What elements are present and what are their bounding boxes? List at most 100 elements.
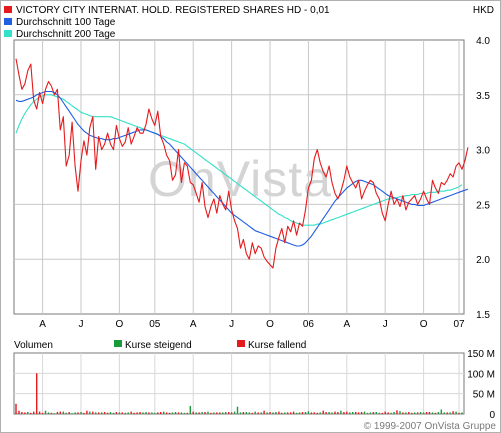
price-series-group bbox=[15, 58, 469, 269]
volume-bar-falling bbox=[357, 412, 360, 414]
volume-bar-rising bbox=[47, 412, 50, 414]
volume-bar-falling bbox=[56, 412, 59, 414]
x-tick-label: J bbox=[78, 319, 83, 330]
volume-bar-falling bbox=[428, 412, 431, 414]
volume-bar-rising bbox=[189, 405, 191, 414]
volume-bar-falling bbox=[301, 412, 304, 414]
price-grid bbox=[14, 40, 464, 314]
volume-bar-rising bbox=[340, 410, 342, 414]
volume-bar-falling bbox=[242, 412, 245, 414]
volume-bar-rising bbox=[174, 412, 177, 414]
volume-tick-label: 50 M bbox=[473, 390, 495, 401]
volume-bar-rising bbox=[44, 410, 47, 414]
volume-bar-falling bbox=[337, 412, 339, 414]
volume-bar-rising bbox=[369, 412, 372, 414]
volume-bar-rising bbox=[89, 411, 91, 414]
volume-bar-falling bbox=[210, 412, 212, 414]
volume-bar-falling bbox=[396, 410, 398, 414]
x-tick-label: 07 bbox=[453, 319, 465, 330]
legend-label-price: VICTORY CITY INTERNAT. HOLD. REGISTERED … bbox=[16, 5, 330, 16]
volume-bar-falling bbox=[292, 411, 295, 414]
volume-tick-label: 150 M bbox=[467, 349, 495, 360]
volume-bar-falling bbox=[77, 412, 79, 414]
volume-bar-falling bbox=[41, 412, 44, 414]
volume-y-axis: 0 50 M 100 M 150 M bbox=[467, 349, 495, 421]
volume-legend-rising: Kurse steigend bbox=[125, 340, 192, 351]
volume-bar-falling bbox=[198, 412, 200, 414]
volume-bar-falling bbox=[92, 411, 94, 414]
volume-bar-rising bbox=[62, 411, 64, 414]
volume-bar-rising bbox=[319, 412, 321, 414]
volume-bar-rising bbox=[163, 411, 165, 414]
volume-bar-rising bbox=[254, 411, 256, 414]
volume-bar-falling bbox=[98, 412, 100, 414]
volume-bar-falling bbox=[38, 411, 41, 414]
volume-bar-rising bbox=[183, 412, 186, 414]
x-tick-label: O bbox=[420, 319, 428, 330]
volume-bar-rising bbox=[27, 412, 29, 414]
volume-bar-rising bbox=[455, 411, 457, 414]
legend-swatch-ma100 bbox=[4, 18, 12, 25]
price-tick-label: 4.0 bbox=[476, 36, 490, 47]
volume-tick-label: 0 bbox=[489, 410, 495, 421]
volume-bar-rising bbox=[422, 412, 425, 414]
legend-label-ma200: Durchschnitt 200 Tage bbox=[16, 29, 116, 40]
volume-bar-falling bbox=[68, 412, 70, 414]
volume-bar-rising bbox=[363, 411, 366, 414]
volume-bar-falling bbox=[165, 412, 168, 414]
volume-bar-falling bbox=[139, 412, 141, 414]
price-tick-label: 2.0 bbox=[476, 255, 490, 266]
volume-bar-falling bbox=[204, 412, 206, 414]
volume-bar-falling bbox=[133, 412, 135, 414]
x-tick-label: 05 bbox=[149, 319, 161, 330]
x-tick-label: O bbox=[115, 319, 123, 330]
volume-bar-falling bbox=[192, 411, 194, 414]
volume-bar-falling bbox=[21, 412, 23, 414]
price-tick-label: 3.0 bbox=[476, 146, 490, 157]
volume-bar-rising bbox=[414, 412, 416, 414]
volume-bar-falling bbox=[216, 412, 218, 414]
volume-bar-rising bbox=[284, 412, 286, 414]
copyright: © 1999-2007 OnVista Gruppe bbox=[364, 421, 497, 432]
volume-bar-rising bbox=[127, 412, 129, 414]
volume-bar-falling bbox=[310, 412, 313, 414]
volume-grid bbox=[14, 353, 464, 414]
volume-bar-rising bbox=[225, 412, 227, 414]
volume-bar-rising bbox=[101, 412, 103, 414]
volume-bar-falling bbox=[59, 411, 61, 414]
volume-plot-area bbox=[13, 352, 465, 415]
volume-header: Volumen Kurse steigend Kurse fallend bbox=[14, 340, 306, 351]
volume-bar-falling bbox=[434, 412, 437, 414]
volume-bar-rising bbox=[431, 412, 434, 414]
volume-bar-falling bbox=[355, 412, 357, 414]
volume-bar-falling bbox=[160, 412, 162, 414]
volume-legend-swatch-falling bbox=[237, 340, 245, 347]
legend-swatch-price bbox=[4, 6, 12, 13]
x-axis: A J O 05 A J O 06 A J O 07 bbox=[39, 319, 465, 330]
x-tick-label: J bbox=[229, 319, 234, 330]
volume-bar-rising bbox=[449, 412, 451, 414]
watermark: OnVista bbox=[148, 151, 332, 207]
volume-bar-falling bbox=[130, 411, 132, 414]
volume-tick-label: 100 M bbox=[467, 369, 495, 380]
volume-bars bbox=[15, 373, 463, 414]
volume-bar-rising bbox=[124, 412, 126, 414]
x-tick-label: A bbox=[39, 319, 46, 330]
volume-legend-swatch-rising bbox=[114, 340, 122, 347]
volume-bar-rising bbox=[213, 412, 215, 414]
volume-bar-rising bbox=[378, 412, 380, 414]
volume-bar-rising bbox=[112, 412, 115, 414]
volume-bar-falling bbox=[381, 412, 383, 414]
volume-bar-falling bbox=[372, 412, 375, 414]
volume-bar-rising bbox=[142, 412, 144, 414]
volume-bar-falling bbox=[257, 412, 259, 414]
price-line bbox=[15, 58, 469, 269]
x-tick-label: 06 bbox=[303, 319, 315, 330]
volume-bar-falling bbox=[83, 412, 85, 414]
volume-bar-rising bbox=[180, 412, 183, 414]
volume-bar-falling bbox=[136, 412, 138, 414]
volume-bar-falling bbox=[15, 403, 17, 414]
volume-bar-falling bbox=[325, 412, 327, 414]
volume-bar-falling bbox=[148, 412, 150, 414]
volume-bar-falling bbox=[86, 410, 88, 414]
